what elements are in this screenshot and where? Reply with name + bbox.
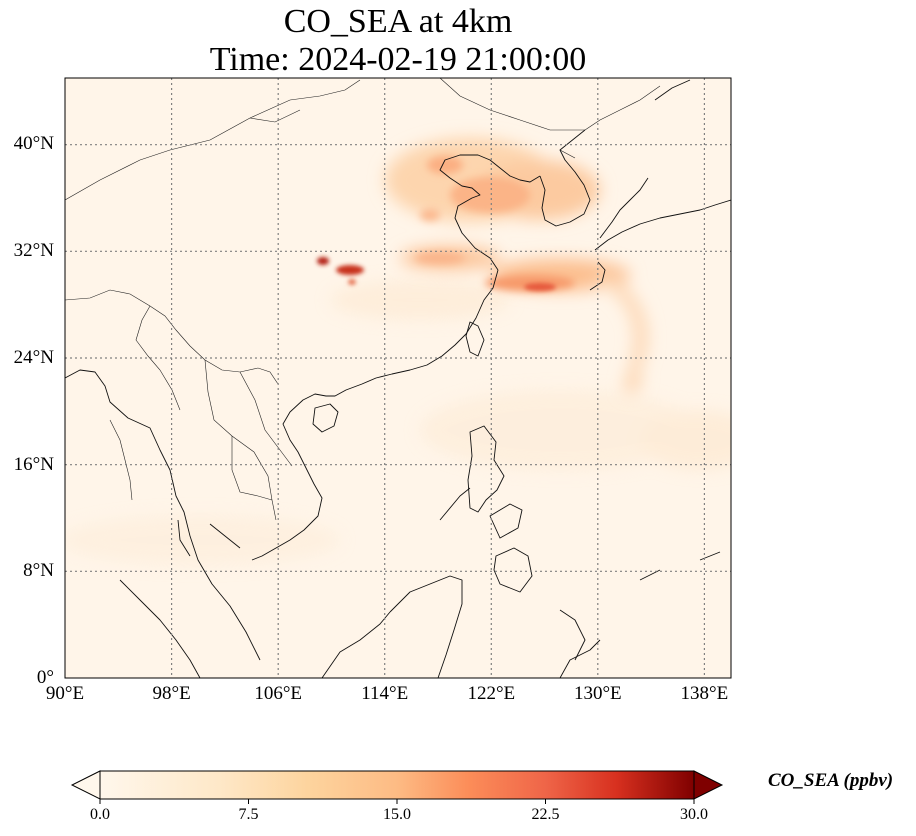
colorbar-tick-15: 15.0 — [383, 806, 411, 823]
colorbar-tick-22-5: 22.5 — [531, 806, 560, 823]
lon-tick-90: 90°E — [45, 683, 85, 704]
lat-tick-24: 24°N — [13, 347, 54, 368]
map-title-line1: CO_SEA at 4km — [283, 3, 513, 40]
lat-tick-16: 16°N — [13, 454, 54, 475]
map-title-line2: Time: 2024-02-19 21:00:00 — [209, 41, 587, 78]
colorbar-tick-0: 0.0 — [90, 806, 110, 823]
lat-tick-32: 32°N — [13, 240, 54, 261]
colorbar-tick-7-5: 7.5 — [238, 806, 259, 823]
lon-tick-114: 114°E — [361, 683, 409, 704]
lat-tick-8: 8°N — [23, 560, 54, 581]
lon-tick-130: 130°E — [573, 683, 622, 704]
colorbar-label: CO_SEA (ppbv) — [768, 770, 894, 791]
colorbar-gradient — [100, 771, 694, 799]
colorbar-extend-min — [70, 770, 101, 800]
colorbar-extend-max — [693, 770, 724, 800]
lon-tick-106: 106°E — [254, 683, 303, 704]
colorbar — [70, 770, 724, 804]
lat-tick-0: 0° — [36, 667, 54, 688]
concentration-field — [65, 78, 731, 678]
lat-tick-40: 40°N — [13, 133, 54, 154]
coastlines — [65, 79, 731, 678]
lon-tick-98: 98°E — [152, 683, 191, 704]
gridlines — [65, 78, 731, 678]
lon-tick-122: 122°E — [467, 683, 516, 704]
lon-tick-138: 138°E — [680, 683, 729, 704]
colorbar-tick-30: 30.0 — [680, 806, 708, 823]
map-frame — [64, 77, 732, 679]
country-borders — [65, 78, 661, 521]
